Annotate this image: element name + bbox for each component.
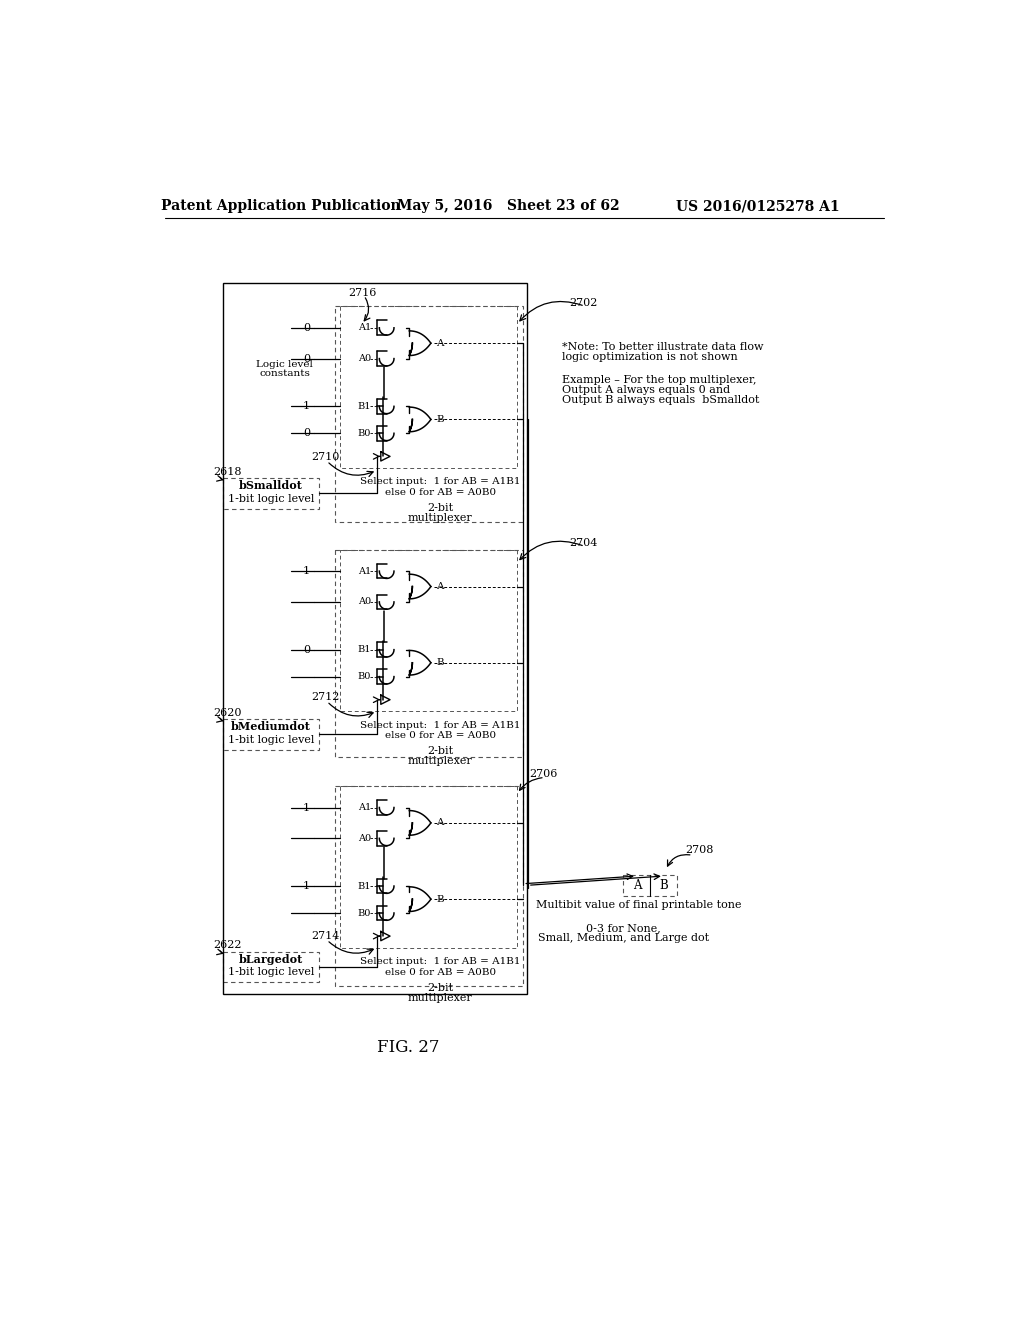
Text: Patent Application Publication: Patent Application Publication — [161, 199, 400, 213]
Text: B: B — [436, 895, 443, 904]
Text: A: A — [436, 582, 443, 591]
Text: B1: B1 — [357, 401, 372, 411]
Text: May 5, 2016   Sheet 23 of 62: May 5, 2016 Sheet 23 of 62 — [396, 199, 620, 213]
Text: Small, Medium, and Large dot: Small, Medium, and Large dot — [538, 933, 709, 944]
Bar — [223, 284, 527, 994]
Text: bMediumdot: bMediumdot — [231, 721, 311, 733]
Text: Multibit value of final printable tone: Multibit value of final printable tone — [536, 900, 741, 911]
Text: B0: B0 — [357, 429, 371, 438]
Bar — [340, 549, 517, 711]
Text: constants: constants — [259, 370, 310, 379]
Text: 2704: 2704 — [569, 539, 598, 548]
Text: Output A always equals 0 and: Output A always equals 0 and — [562, 385, 730, 395]
Text: else 0 for AB = A0B0: else 0 for AB = A0B0 — [385, 968, 496, 977]
Text: A: A — [436, 339, 443, 347]
Text: 0: 0 — [303, 428, 310, 438]
Bar — [335, 785, 523, 986]
Text: B0: B0 — [357, 672, 371, 681]
Text: Logic level: Logic level — [256, 360, 313, 370]
Text: Select input:  1 for AB = A1B1: Select input: 1 for AB = A1B1 — [359, 478, 520, 486]
Text: 2622: 2622 — [214, 940, 243, 950]
Text: multiplexer: multiplexer — [408, 513, 472, 523]
Bar — [223, 478, 319, 508]
Bar — [223, 952, 319, 982]
Bar — [340, 306, 517, 469]
Text: 2708: 2708 — [685, 845, 714, 855]
Text: 1-bit logic level: 1-bit logic level — [228, 735, 314, 744]
Text: B: B — [659, 879, 669, 892]
Text: 2714: 2714 — [311, 931, 340, 941]
Text: logic optimization is not shown: logic optimization is not shown — [562, 352, 737, 362]
Text: FIG. 27: FIG. 27 — [377, 1039, 439, 1056]
Text: Select input:  1 for AB = A1B1: Select input: 1 for AB = A1B1 — [359, 721, 520, 730]
Text: 1: 1 — [303, 880, 310, 891]
Text: 2712: 2712 — [311, 693, 340, 702]
Text: multiplexer: multiplexer — [408, 993, 472, 1003]
Text: 2620: 2620 — [214, 708, 243, 718]
Text: 2716: 2716 — [348, 288, 377, 298]
Text: B1: B1 — [357, 882, 372, 891]
Bar — [223, 719, 319, 750]
Text: 2702: 2702 — [569, 298, 598, 308]
Text: A0: A0 — [357, 834, 371, 842]
Text: *Note: To better illustrate data flow: *Note: To better illustrate data flow — [562, 342, 763, 352]
Bar — [335, 306, 523, 521]
Text: B1: B1 — [357, 645, 372, 655]
Text: 1-bit logic level: 1-bit logic level — [228, 494, 314, 504]
Text: A: A — [436, 818, 443, 828]
Text: US 2016/0125278 A1: US 2016/0125278 A1 — [676, 199, 840, 213]
Text: 2710: 2710 — [311, 453, 340, 462]
Text: 2-bit: 2-bit — [427, 503, 454, 513]
Text: A0: A0 — [357, 598, 371, 606]
Text: else 0 for AB = A0B0: else 0 for AB = A0B0 — [385, 731, 496, 741]
Text: 2-bit: 2-bit — [427, 746, 454, 756]
Text: A0: A0 — [357, 354, 371, 363]
Text: 1: 1 — [303, 401, 310, 412]
Text: else 0 for AB = A0B0: else 0 for AB = A0B0 — [385, 488, 496, 498]
Text: bLargedot: bLargedot — [239, 953, 303, 965]
Text: 2-bit: 2-bit — [427, 982, 454, 993]
Text: B0: B0 — [357, 908, 371, 917]
Bar — [624, 874, 677, 896]
Bar — [335, 549, 523, 758]
Bar — [340, 785, 517, 948]
Text: A1: A1 — [357, 566, 371, 576]
Text: 1-bit logic level: 1-bit logic level — [228, 968, 314, 977]
Text: A: A — [633, 879, 641, 892]
Text: A1: A1 — [357, 803, 371, 812]
Text: bSmalldot: bSmalldot — [240, 480, 303, 491]
Text: 0: 0 — [303, 323, 310, 333]
Text: Select input:  1 for AB = A1B1: Select input: 1 for AB = A1B1 — [359, 957, 520, 966]
Text: 0: 0 — [303, 644, 310, 655]
Text: Example – For the top multiplexer,: Example – For the top multiplexer, — [562, 375, 757, 385]
Text: 1: 1 — [303, 566, 310, 576]
Text: 0: 0 — [303, 354, 310, 363]
Text: Output B always equals  bSmalldot: Output B always equals bSmalldot — [562, 395, 759, 405]
Text: 1: 1 — [303, 803, 310, 813]
Text: 2618: 2618 — [214, 467, 243, 477]
Text: 0-3 for None,: 0-3 for None, — [586, 924, 660, 933]
Text: 2706: 2706 — [529, 770, 558, 779]
Text: multiplexer: multiplexer — [408, 756, 472, 767]
Text: A1: A1 — [357, 323, 371, 333]
Text: B: B — [436, 659, 443, 667]
Text: B: B — [436, 414, 443, 424]
